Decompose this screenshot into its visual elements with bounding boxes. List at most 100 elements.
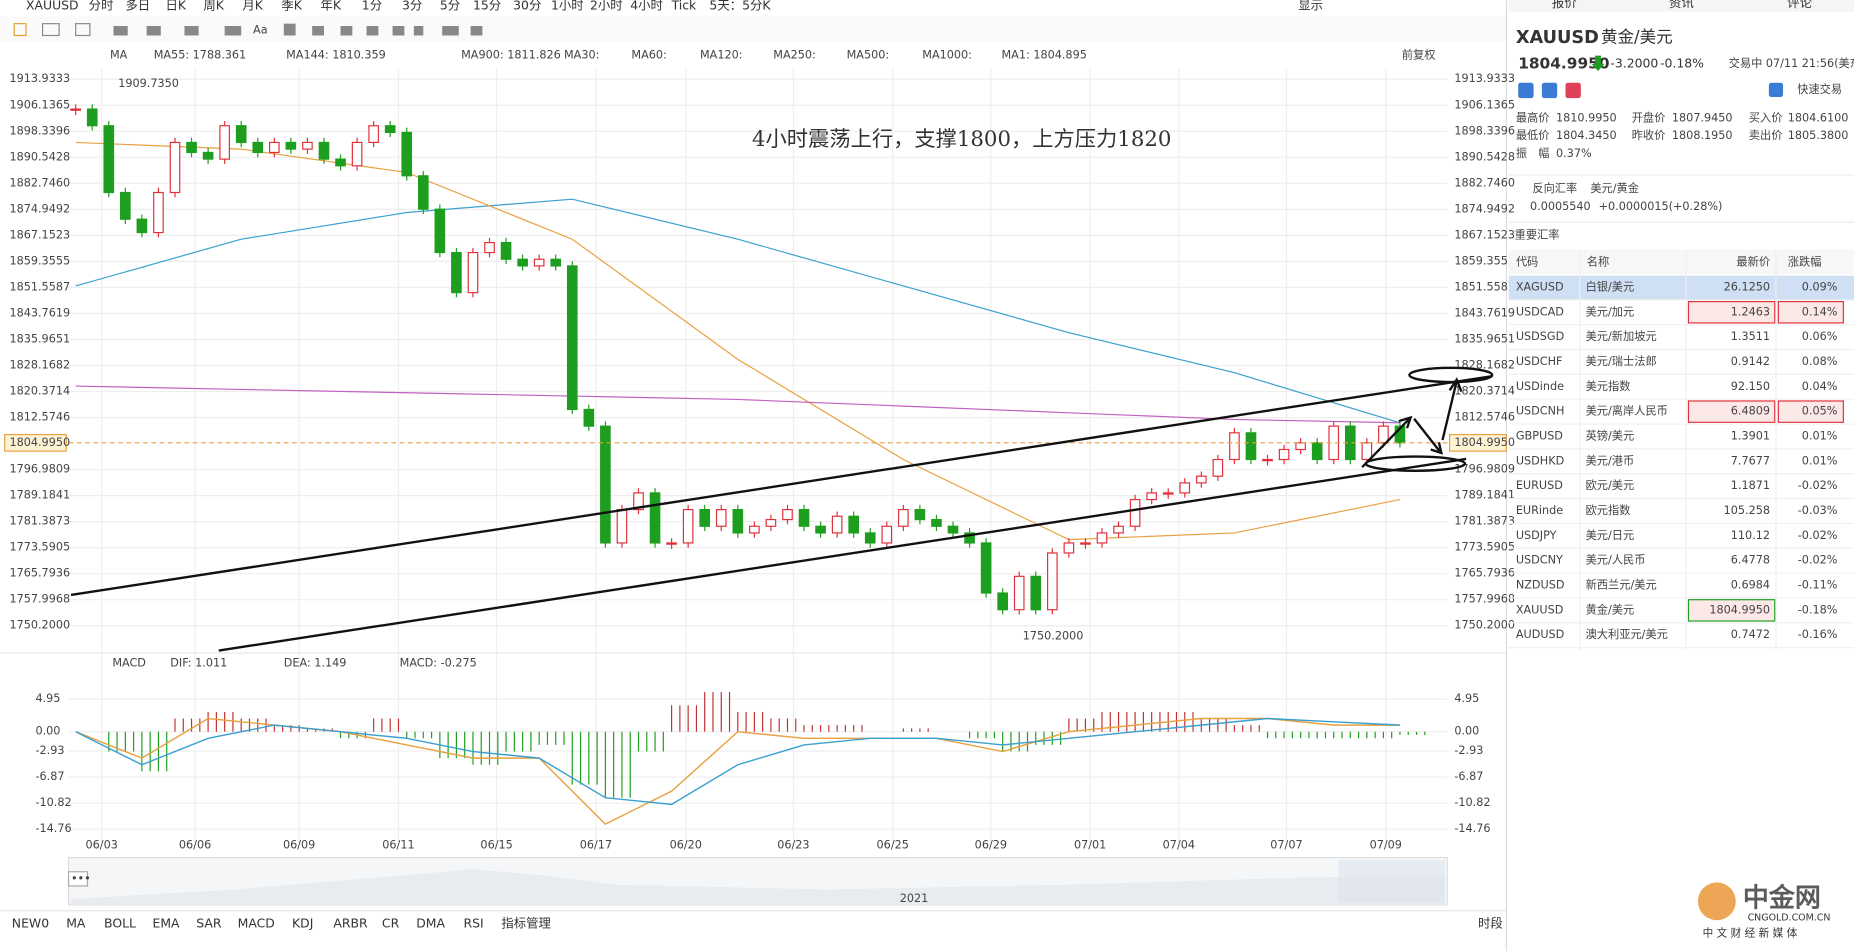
period-tab[interactable]: 周K (203, 0, 224, 12)
stat-value: 1804.3450 (1556, 129, 1617, 142)
indicator-tab[interactable]: CR (382, 915, 400, 930)
row-code[interactable]: USDSGD (1516, 330, 1564, 343)
panel-icon[interactable] (1541, 82, 1558, 99)
period-tab[interactable]: 年K (320, 0, 341, 12)
display-menu[interactable]: 显示 (1298, 0, 1323, 12)
period-tab[interactable]: 1分 (362, 0, 382, 12)
row-code[interactable]: EURUSD (1516, 479, 1563, 492)
indicator-tab[interactable]: SAR (196, 915, 222, 930)
candle (881, 525, 893, 544)
row-code[interactable]: USDHKD (1516, 454, 1564, 467)
value-box (1777, 301, 1844, 324)
ma-line (75, 141, 1401, 541)
last-price-box (4, 433, 67, 452)
reverse-value: 0.0005540 (1530, 200, 1591, 213)
row-change: 0.08% (1802, 355, 1838, 368)
adjust-button[interactable]: 前复权 (1402, 48, 1436, 62)
row-change: 0.04% (1802, 380, 1838, 393)
ma-value: MA250: (773, 49, 816, 62)
indicator-tab[interactable]: 指标管理 (501, 915, 551, 930)
period-button[interactable]: 时段 (1478, 915, 1503, 930)
row-code[interactable]: USDCNY (1516, 554, 1563, 567)
panel-name: 黄金/美元 (1601, 27, 1673, 46)
stat-value: 1810.9950 (1556, 111, 1617, 124)
candle (136, 218, 148, 234)
candle (268, 141, 280, 154)
candle (202, 151, 214, 160)
ma-label: MA (110, 49, 128, 62)
y-tick-label: 0.00 (35, 725, 60, 738)
row-code[interactable]: XAGUSD (1516, 280, 1564, 293)
y-tick-label: -10.82 (1454, 796, 1490, 809)
period-tab[interactable]: 多日 (125, 0, 150, 12)
indicator-tab[interactable]: MACD (238, 915, 275, 930)
row-code[interactable]: XAUUSD (1516, 603, 1564, 616)
candle (947, 525, 959, 534)
row-code[interactable]: USDJPY (1516, 529, 1557, 542)
period-tab[interactable]: Tick (671, 0, 697, 12)
stat-label: 卖出价 (1749, 128, 1783, 142)
period-tab[interactable]: 季K (281, 0, 302, 12)
row-change: 0.06% (1802, 330, 1838, 343)
indicator-tab[interactable]: NEW0 (12, 915, 49, 930)
panel-tab[interactable]: 评论 (1787, 0, 1812, 10)
row-change: 0.01% (1802, 454, 1838, 467)
row-code[interactable]: AUDUSD (1516, 628, 1564, 641)
period-tab[interactable]: 2小时 (590, 0, 623, 12)
indicator-tab[interactable]: EMA (153, 915, 181, 930)
row-price: 6.4809 (1731, 405, 1770, 418)
bell-icon[interactable] (1768, 82, 1784, 97)
candle (1311, 442, 1323, 461)
row-code[interactable]: GBPUSD (1516, 429, 1563, 442)
row-name: 美元/离岸人民币 (1586, 404, 1668, 418)
row-code[interactable]: USDinde (1516, 380, 1564, 393)
period-tab[interactable]: 5分 (440, 0, 460, 12)
period-tab[interactable]: 30分 (513, 0, 541, 12)
ma-value: MA60: (631, 49, 666, 62)
indicator-tab[interactable]: RSI (464, 915, 484, 930)
period-tab[interactable]: 分时 (89, 0, 114, 12)
panel-icon[interactable] (1565, 82, 1581, 99)
period-tab[interactable]: 4小时 (630, 0, 663, 12)
navigator-window[interactable] (1338, 859, 1445, 903)
x-tick-label: 07/01 (1074, 839, 1106, 852)
row-code[interactable]: USDCHF (1516, 355, 1563, 368)
indicator-tab[interactable]: DMA (416, 915, 445, 930)
row-highlight (1508, 275, 1854, 301)
period-tab[interactable]: 5天：5分K (709, 0, 771, 12)
candle (732, 508, 744, 534)
candle (335, 158, 346, 167)
y-tick-label: -6.87 (35, 770, 64, 783)
y-tick-label: 1812.5746 (1454, 411, 1515, 424)
indicator-tab[interactable]: ARBR (333, 915, 368, 930)
period-tab[interactable]: 1小时 (551, 0, 584, 12)
ma-value: MA1: 1804.895 (1001, 49, 1086, 62)
y-tick-label: 1757.9968 (1454, 593, 1515, 606)
panel-tab[interactable]: 报价 (1552, 0, 1577, 10)
indicator-tab[interactable]: KDJ (292, 915, 313, 930)
period-tab[interactable]: 15分 (473, 0, 501, 12)
period-tab[interactable]: 月K (242, 0, 263, 12)
period-tab[interactable]: 3分 (402, 0, 422, 12)
quick-trade[interactable]: 快速交易 (1797, 82, 1842, 96)
period-tab[interactable]: 日K (166, 0, 187, 12)
row-code[interactable]: EURinde (1516, 504, 1563, 517)
navigator-handle[interactable] (67, 871, 89, 887)
row-change: -0.18% (1798, 603, 1838, 616)
indicator-tab[interactable]: BOLL (104, 915, 136, 930)
y-tick-label: 1913.9333 (1454, 72, 1515, 85)
row-name: 白银/美元 (1586, 279, 1635, 293)
row-code[interactable]: NZDUSD (1516, 579, 1565, 592)
down-arrow (1591, 55, 1605, 71)
panel-icon[interactable] (1518, 82, 1534, 99)
row-code[interactable]: USDCNH (1516, 405, 1565, 418)
row-price: 1.2463 (1731, 305, 1770, 318)
row-name: 新西兰元/美元 (1586, 578, 1657, 592)
y-tick-label: 0.00 (1454, 725, 1479, 738)
row-code[interactable]: USDCAD (1516, 305, 1564, 318)
indicator-tab[interactable]: MA (66, 915, 86, 930)
last-price-box (1449, 433, 1507, 452)
panel-tab[interactable]: 资讯 (1669, 0, 1694, 10)
symbol-tab[interactable]: XAUUSD (26, 0, 79, 12)
amplitude-label: 振 幅 (1516, 146, 1550, 160)
